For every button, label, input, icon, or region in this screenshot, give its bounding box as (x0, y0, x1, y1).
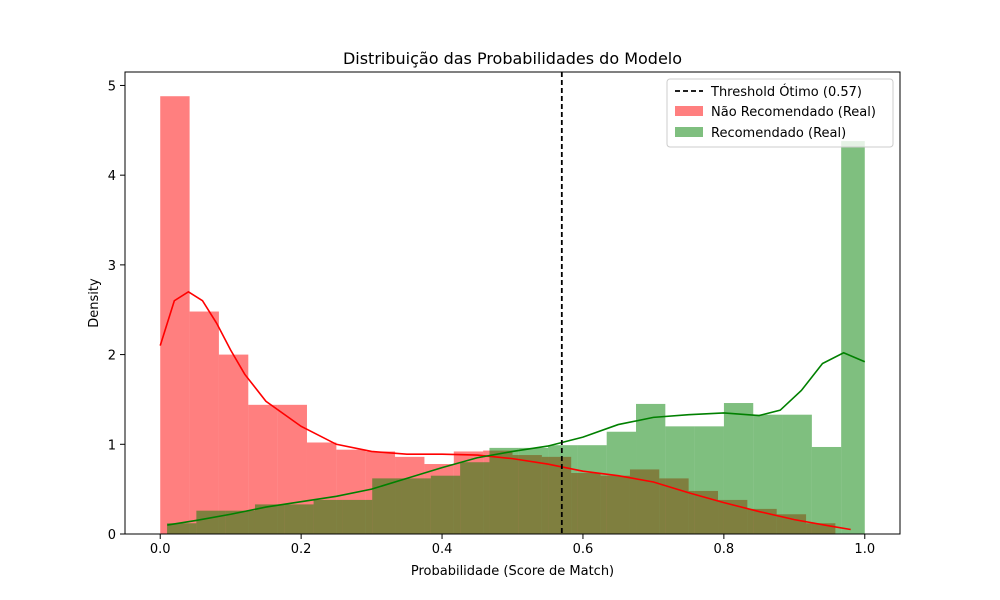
y-tick-label-1: 1 (108, 438, 116, 453)
legend: Threshold Ótimo (0.57) Não Recomendado (… (666, 78, 894, 148)
legend-frame (666, 78, 894, 148)
bar-recomendado-10 (460, 462, 490, 534)
y-tick-label-5: 5 (108, 79, 116, 94)
x-tick-label-1.0: 1.0 (854, 542, 875, 557)
legend-nao-recomendado-label: Não Recomendado (Real) (711, 105, 876, 120)
bar-recomendado-2 (225, 510, 255, 534)
x-tick-label-0.8: 0.8 (714, 542, 735, 557)
bar-recomendado-7 (372, 478, 402, 534)
bar-recomendado-21 (782, 414, 812, 534)
kde-layer (159, 290, 866, 531)
y-tick-label-3: 3 (108, 259, 116, 274)
x-axis-label: Probabilidade (Score de Match) (411, 564, 614, 579)
bar-recomendado-8 (401, 478, 431, 534)
y-tick-label-4: 4 (108, 169, 116, 184)
x-tick-label-0.2: 0.2 (291, 542, 312, 557)
bar-recomendado-18 (694, 426, 724, 534)
bar-nao-recomendado-2 (218, 354, 249, 534)
legend-red-swatch (675, 106, 703, 116)
bar-recomendado-23 (841, 141, 865, 534)
bar-recomendado-19 (723, 403, 754, 534)
bar-recomendado-9 (430, 475, 461, 534)
x-tick-label-0.6: 0.6 (573, 542, 594, 557)
legend-green-swatch (675, 127, 703, 137)
bar-nao-recomendado-1 (189, 311, 219, 534)
bar-recomendado-11 (489, 447, 519, 534)
y-tick-label-0: 0 (108, 528, 116, 543)
bar-nao-recomendado-0 (160, 96, 190, 534)
bar-recomendado-17 (665, 426, 695, 534)
kde-line-recomendado (167, 351, 866, 526)
legend-threshold-label: Threshold Ótimo (0.57) (710, 84, 862, 100)
bar-recomendado-3 (254, 504, 285, 534)
bar-recomendado-14 (577, 445, 607, 534)
bar-recomendado-5 (313, 499, 343, 534)
legend-recomendado-label: Recomendado (Real) (711, 126, 846, 141)
bar-recomendado-4 (284, 504, 314, 534)
x-tick-label-0.0: 0.0 (150, 542, 171, 557)
bar-recomendado-13 (548, 445, 578, 534)
x-tick-label-0.4: 0.4 (432, 542, 453, 557)
bar-recomendado-0 (167, 523, 197, 534)
bar-recomendado-16 (636, 403, 666, 534)
bar-recomendado-15 (606, 431, 637, 534)
bar-recomendado-22 (811, 446, 842, 534)
bar-recomendado-6 (342, 499, 373, 534)
chart-title: Distribuição das Probabilidades do Model… (343, 49, 682, 68)
plot-area (160, 96, 865, 534)
kde-line-nao-recomendado (159, 290, 851, 531)
bar-recomendado-1 (196, 510, 226, 534)
axes-frame (124, 71, 901, 535)
x-axis-ticks: 0.0 0.2 0.4 0.6 0.8 1.0 (150, 534, 875, 557)
y-tick-label-2: 2 (108, 349, 116, 364)
y-axis-ticks: 0 1 2 3 4 5 (108, 79, 125, 543)
y-axis-label: Density (87, 278, 102, 328)
